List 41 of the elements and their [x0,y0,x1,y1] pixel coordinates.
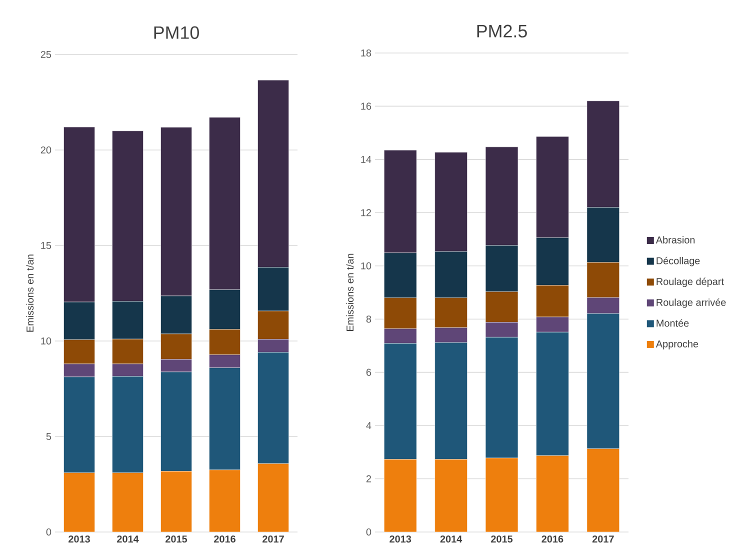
y-tick-label: 10 [41,337,52,345]
bar [536,456,569,532]
chart-title: PM10 [154,26,199,39]
y-tick-label: 8 [366,316,372,323]
legend-label: Montée [656,319,689,327]
y-tick-label: 15 [41,242,52,249]
y-tick-label: 0 [46,528,52,536]
x-tick-label: 2016 [214,536,236,543]
y-axis-title: Emissions en t/an [346,254,354,331]
y-tick-label: 16 [361,102,372,110]
y-tick-label: 18 [361,49,372,57]
y-tick-label: 0 [366,528,372,536]
x-tick-label: 2013 [68,536,90,543]
legend-label: Roulage départ [656,278,724,288]
y-tick-label: 20 [40,146,52,154]
bar [586,448,620,532]
y-tick-label: 14 [361,156,372,163]
bar [486,458,518,532]
bar [384,459,417,532]
x-tick-label: 2014 [440,536,462,543]
y-tick-label: 6 [366,368,372,376]
x-tick-label: 2015 [166,536,188,543]
legend-label: Approche [656,340,698,350]
bar [434,459,468,532]
legend-label: Décollage [656,256,700,266]
y-tick-label: 12 [361,209,371,216]
y-tick-label: 4 [366,422,372,429]
x-tick-label: 2017 [262,536,284,543]
y-tick-label: 5 [46,433,52,440]
y-tick-label: 10 [361,262,372,270]
y-axis-title: Emissions en t/an [26,254,34,332]
legend-label: Roulage arrivée [656,298,726,308]
x-tick-label: 2016 [542,536,564,543]
x-tick-label: 2015 [491,536,513,543]
x-tick-label: 2017 [592,536,614,543]
chart-title: PM2.5 [477,24,527,38]
y-tick-label: 2 [366,475,371,482]
x-tick-label: 2013 [390,536,412,543]
y-tick-label: 25 [40,50,52,58]
legend-label: Abrasion [656,236,695,244]
x-tick-label: 2014 [117,536,139,543]
